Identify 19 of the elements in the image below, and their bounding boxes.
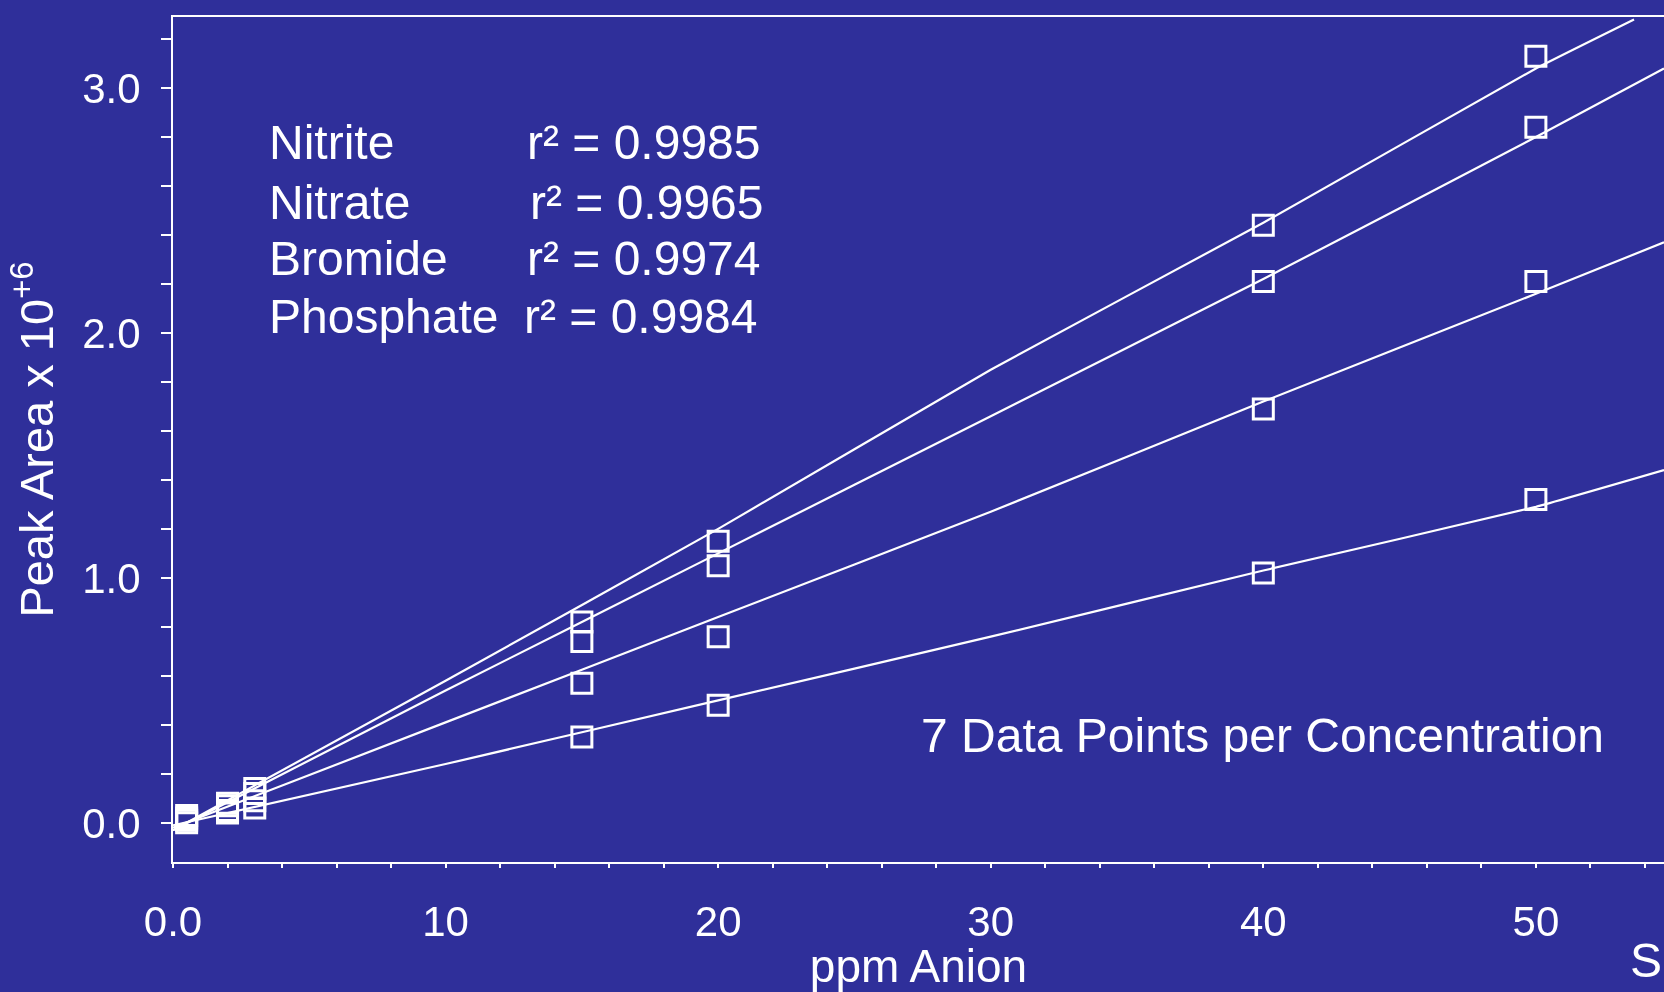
x-tick-label: 0.0 [143,898,203,946]
annotation: Nitrite [269,116,395,169]
y-tick-label: 0.0 [82,799,141,847]
annotation: Bromide [269,232,448,285]
text: S [1630,934,1663,987]
x-tick-label: 20 [694,898,742,946]
x-tick-label: 50 [1512,898,1560,946]
x-tick-label: 40 [1239,898,1287,946]
y-tick-label: 2.0 [82,309,141,357]
annotation: r² = 0.9985 [527,116,761,169]
y-tick-label: 1.0 [82,554,141,602]
annotation: Phosphate [269,290,499,343]
annotation: Nitrate [269,176,411,229]
x-tick-label: 10 [422,898,469,946]
annotation: r² = 0.9974 [527,232,761,285]
annotation: r² = 0.9984 [524,290,758,343]
annotation: r² = 0.9965 [530,176,764,229]
y-tick-label: 3.0 [82,64,141,112]
annotation: 7 Data Points per Concentration [921,709,1605,762]
